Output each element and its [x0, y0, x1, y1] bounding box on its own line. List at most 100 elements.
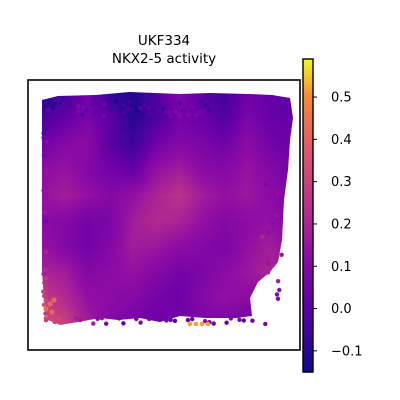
colorbar-gradient-cell: [303, 327, 313, 331]
tissue-spot: [104, 321, 109, 326]
colorbar-gradient-cell: [303, 184, 313, 188]
colorbar-gradient-cell: [303, 197, 313, 201]
tissue-spot: [42, 201, 48, 206]
tissue-spot: [47, 99, 52, 105]
colorbar-gradient-cell: [303, 165, 313, 170]
colorbar-gradient-cell: [303, 124, 313, 128]
tissue-spot: [43, 276, 49, 281]
tissue-spot: [44, 166, 49, 171]
colorbar-gradient-cell: [303, 137, 313, 141]
colorbar-gradient-cell: [303, 265, 313, 269]
tissue-spot: [41, 302, 47, 307]
tissue-spot: [43, 267, 48, 272]
tissue-spot: [81, 105, 86, 110]
tissue-spot: [75, 104, 81, 109]
colorbar-gradient-cell: [303, 152, 313, 157]
tissue-spot: [134, 113, 139, 119]
colorbar-gradient-cell: [303, 192, 313, 196]
colorbar-gradient-cell: [303, 358, 313, 363]
tissue-spot: [113, 99, 119, 104]
colorbar-gradient-cell: [303, 103, 313, 107]
tissue-spot: [198, 99, 203, 104]
tissue-spot: [263, 321, 268, 327]
tissue-spot: [121, 103, 127, 109]
colorbar-gradient-cell: [303, 69, 313, 73]
colorbar-gradient-cell: [303, 353, 313, 357]
tissue-spot: [172, 318, 178, 323]
colorbar-gradient-cell: [303, 116, 313, 120]
colorbar-gradient-cell: [303, 249, 313, 253]
tissue-spot: [44, 139, 49, 145]
colorbar-tick-label: 0.4: [331, 133, 352, 148]
tissue-spot: [207, 108, 212, 113]
tissue-spot: [50, 105, 55, 111]
colorbar-gradient-cell: [303, 199, 313, 204]
tissue-spot: [58, 99, 64, 105]
tissue-spot: [147, 111, 152, 116]
colorbar-gradient-cell: [303, 186, 313, 191]
colorbar-gradient-cell: [303, 275, 313, 279]
tissue-spot: [130, 107, 135, 113]
colorbar-gradient-cell: [303, 145, 313, 149]
tissue-spot: [116, 316, 122, 321]
tissue-spot: [237, 317, 242, 322]
colorbar-gradient-cell: [303, 95, 313, 99]
tissue-spot: [164, 318, 169, 323]
colorbar-gradient-cell: [303, 267, 313, 271]
colorbar-gradient-cell: [303, 215, 313, 219]
colorbar-frame: [302, 58, 314, 373]
colorbar-gradient-cell: [303, 278, 313, 282]
tissue-spot: [193, 321, 199, 327]
tissue-spot: [147, 316, 152, 322]
tissue-spot: [167, 109, 173, 114]
colorbar-gradient-cell: [303, 111, 313, 115]
tissue-spot: [197, 110, 202, 115]
colorbar-gradient-cell: [303, 155, 313, 159]
tissue-spot: [56, 316, 62, 321]
colorbar-tick-label: 0.1: [331, 260, 352, 275]
tissue-spot: [138, 320, 143, 325]
colorbar-gradient-cell: [303, 220, 313, 224]
colorbar-gradient-cell: [303, 252, 313, 256]
tissue-spot: [43, 219, 48, 224]
colorbar-gradient-cell: [303, 168, 313, 172]
colorbar-gradient-cell: [303, 100, 313, 104]
colorbar-gradient-cell: [303, 129, 313, 133]
colorbar-gradient-cell: [303, 72, 313, 76]
colorbar-gradient-cell: [303, 254, 313, 258]
tissue-spot: [122, 109, 128, 115]
tissue-spot: [138, 106, 143, 111]
tissue-spot: [168, 317, 173, 323]
colorbar-gradient-cell: [303, 298, 313, 303]
colorbar-gradient-cell: [303, 173, 313, 177]
colorbar-gradient-cell: [303, 332, 313, 337]
colorbar-gradient-cell: [303, 314, 313, 318]
colorbar-gradient-cell: [303, 92, 313, 97]
colorbar-gradient-cell: [303, 322, 313, 326]
tissue-spot: [193, 113, 199, 118]
tissue-spot: [43, 107, 48, 113]
tissue-spot: [262, 239, 267, 244]
tissue-spot: [177, 113, 182, 118]
colorbar-gradient-cell: [303, 236, 313, 240]
chart-title-feature: NKX2-5 activity: [111, 51, 217, 67]
tissue-spot: [190, 316, 195, 322]
tissue-spot: [126, 106, 131, 112]
colorbar-gradient-cell: [303, 105, 313, 110]
tissue-spot: [228, 316, 234, 321]
tissue-spot: [181, 109, 186, 114]
colorbar-gradient-cell: [303, 351, 313, 355]
colorbar-gradient-cell: [303, 205, 313, 209]
tissue-spot: [42, 254, 48, 259]
colorbar-gradient-cell: [303, 113, 313, 117]
colorbar-gradient-cell: [303, 325, 313, 329]
colorbar-gradient-cell: [303, 259, 313, 264]
colorbar-gradient-cell: [303, 218, 313, 222]
tissue-spot: [161, 106, 166, 112]
colorbar-gradient-cell: [303, 202, 313, 206]
tissue-spot: [88, 102, 94, 107]
colorbar-gradient-cell: [303, 98, 313, 102]
colorbar-gradient-cell: [303, 348, 313, 352]
tissue-spot: [44, 192, 49, 197]
tissue-spot: [78, 317, 83, 323]
